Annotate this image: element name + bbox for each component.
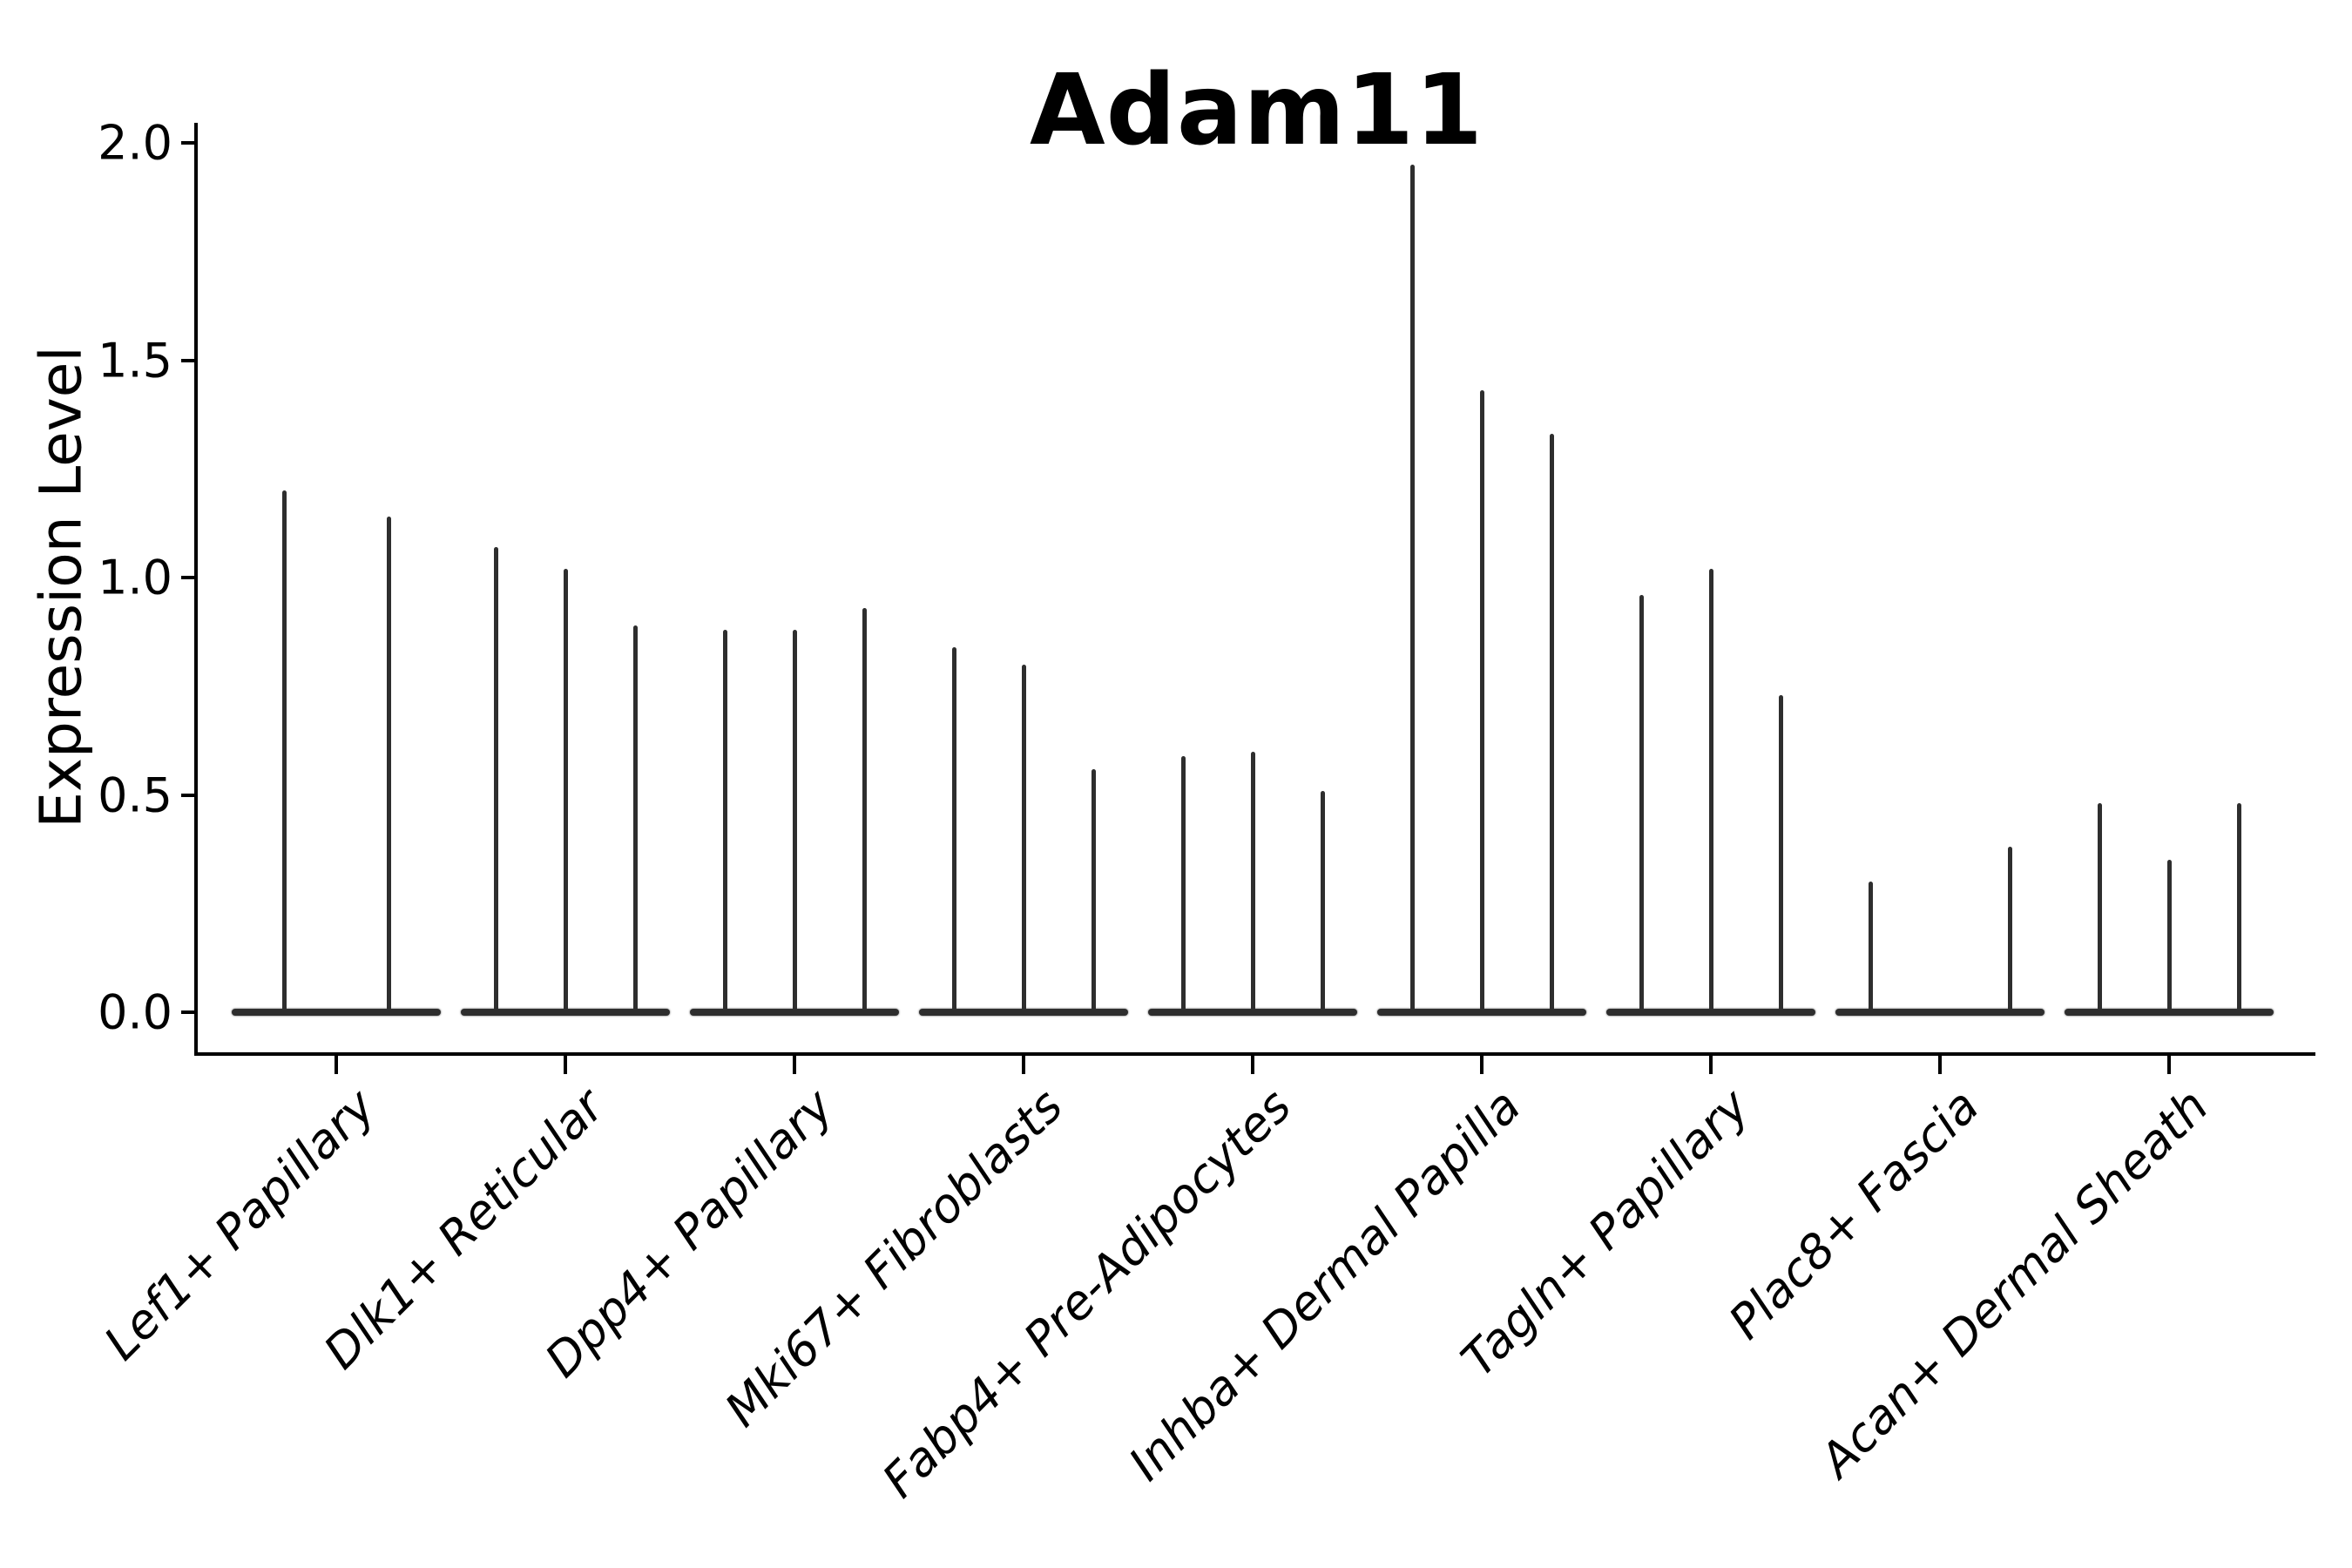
x-tick-label-text: Acan+ Dermal Sheath	[1808, 1078, 2219, 1488]
y-tick	[181, 1010, 194, 1014]
y-tick-label: 0.5	[98, 767, 172, 822]
violin-spike	[1778, 694, 1783, 1012]
y-tick-label: 2.0	[98, 115, 172, 171]
x-tick-label-text: Fabp4+ Pre-Adipocytes	[872, 1078, 1302, 1509]
y-tick	[181, 141, 194, 145]
y-tick	[181, 793, 194, 797]
violin-spike	[386, 517, 391, 1012]
violin-spike	[563, 569, 568, 1012]
violin-base	[919, 1009, 1128, 1016]
violin-base	[1148, 1009, 1357, 1016]
violin-spike	[792, 629, 797, 1012]
violin-spike	[1021, 664, 1026, 1012]
y-tick	[181, 358, 194, 362]
x-tick	[1709, 1056, 1713, 1074]
violin-spike	[862, 607, 867, 1012]
violin-spike	[951, 646, 956, 1012]
x-tick	[1022, 1056, 1025, 1074]
violin-spike	[1868, 882, 1873, 1012]
violin-spike	[1250, 751, 1255, 1012]
violin-base	[1835, 1009, 2044, 1016]
violin-spike	[493, 547, 498, 1012]
violin-base	[232, 1009, 441, 1016]
y-axis-spine	[194, 123, 198, 1056]
x-tick	[2167, 1056, 2171, 1074]
violin-spike	[2166, 860, 2172, 1012]
y-tick	[181, 576, 194, 579]
x-tick	[1938, 1056, 1942, 1074]
violin-spike	[1320, 790, 1325, 1012]
violin-spike	[722, 629, 727, 1012]
violin-base	[2065, 1009, 2274, 1016]
x-axis-spine	[194, 1052, 2315, 1056]
violin-spike	[632, 625, 638, 1012]
y-tick-label: 0.0	[98, 984, 172, 1040]
violin-base	[1606, 1009, 1815, 1016]
x-tick	[1251, 1056, 1254, 1074]
x-tick	[793, 1056, 796, 1074]
y-tick-label: 1.5	[98, 333, 172, 388]
y-tick-label: 1.0	[98, 550, 172, 605]
violin-spike	[2236, 803, 2241, 1012]
violin-spike	[2097, 803, 2102, 1012]
x-tick	[335, 1056, 338, 1074]
chart-title: Adam11	[1030, 54, 1484, 167]
violin-spike	[1479, 390, 1484, 1012]
x-tick	[1480, 1056, 1484, 1074]
violin-spike	[1180, 755, 1186, 1012]
violin-base	[1377, 1009, 1586, 1016]
violin-spike	[1549, 434, 1554, 1012]
violin-spike	[281, 490, 287, 1012]
violin-base	[690, 1009, 899, 1016]
violin-spike	[1091, 768, 1096, 1012]
violin-spike	[1639, 594, 1644, 1012]
violin-base	[461, 1009, 670, 1016]
violin-spike	[2007, 847, 2012, 1012]
violin-spike	[1708, 569, 1713, 1012]
violin-spike	[1409, 164, 1415, 1012]
x-tick	[564, 1056, 567, 1074]
x-tick-label-text: Inhba+ Dermal Papilla	[1118, 1078, 1531, 1491]
